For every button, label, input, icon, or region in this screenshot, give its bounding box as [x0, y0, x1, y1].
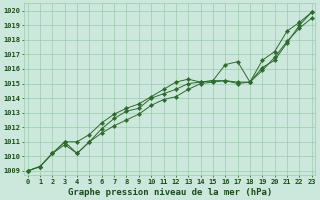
- X-axis label: Graphe pression niveau de la mer (hPa): Graphe pression niveau de la mer (hPa): [68, 188, 272, 197]
